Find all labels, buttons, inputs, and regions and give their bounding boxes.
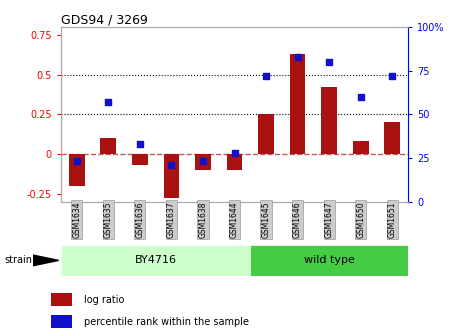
Point: [357, 94, 364, 99]
Text: percentile rank within the sample: percentile rank within the sample: [84, 317, 249, 327]
Polygon shape: [33, 255, 59, 266]
Bar: [195, 154, 211, 170]
Point: [262, 73, 270, 79]
Bar: [69, 154, 84, 186]
Text: wild type: wild type: [304, 255, 355, 265]
Text: GSM1638: GSM1638: [198, 202, 207, 238]
Text: GSM1636: GSM1636: [136, 202, 144, 238]
Text: GSM1645: GSM1645: [262, 202, 271, 238]
Point: [325, 59, 333, 65]
Bar: [385, 122, 400, 154]
Bar: [227, 154, 242, 170]
Text: BY4716: BY4716: [135, 255, 177, 265]
Text: GSM1646: GSM1646: [293, 202, 302, 238]
Bar: [100, 138, 116, 154]
Bar: [51, 293, 72, 306]
Bar: [51, 315, 72, 328]
Point: [199, 159, 207, 164]
Bar: [164, 154, 179, 199]
Point: [231, 150, 238, 155]
Bar: [353, 141, 369, 154]
Text: GSM1647: GSM1647: [325, 202, 333, 238]
Bar: [321, 87, 337, 154]
Text: GSM1635: GSM1635: [104, 202, 113, 238]
Text: GSM1650: GSM1650: [356, 202, 365, 238]
Point: [136, 141, 144, 146]
Bar: [290, 54, 305, 154]
Text: GSM1644: GSM1644: [230, 202, 239, 238]
Text: strain: strain: [5, 255, 33, 265]
Bar: [258, 114, 274, 154]
Text: GSM1634: GSM1634: [72, 202, 81, 238]
Text: log ratio: log ratio: [84, 295, 124, 305]
Point: [294, 54, 302, 59]
Point: [388, 73, 396, 79]
Point: [167, 162, 175, 168]
Text: GSM1651: GSM1651: [388, 202, 397, 238]
Text: GDS94 / 3269: GDS94 / 3269: [61, 13, 148, 27]
Bar: [250, 245, 408, 276]
Point: [73, 159, 81, 164]
Text: GSM1637: GSM1637: [167, 202, 176, 238]
Point: [105, 99, 112, 105]
Bar: [132, 154, 148, 165]
Bar: [61, 245, 250, 276]
